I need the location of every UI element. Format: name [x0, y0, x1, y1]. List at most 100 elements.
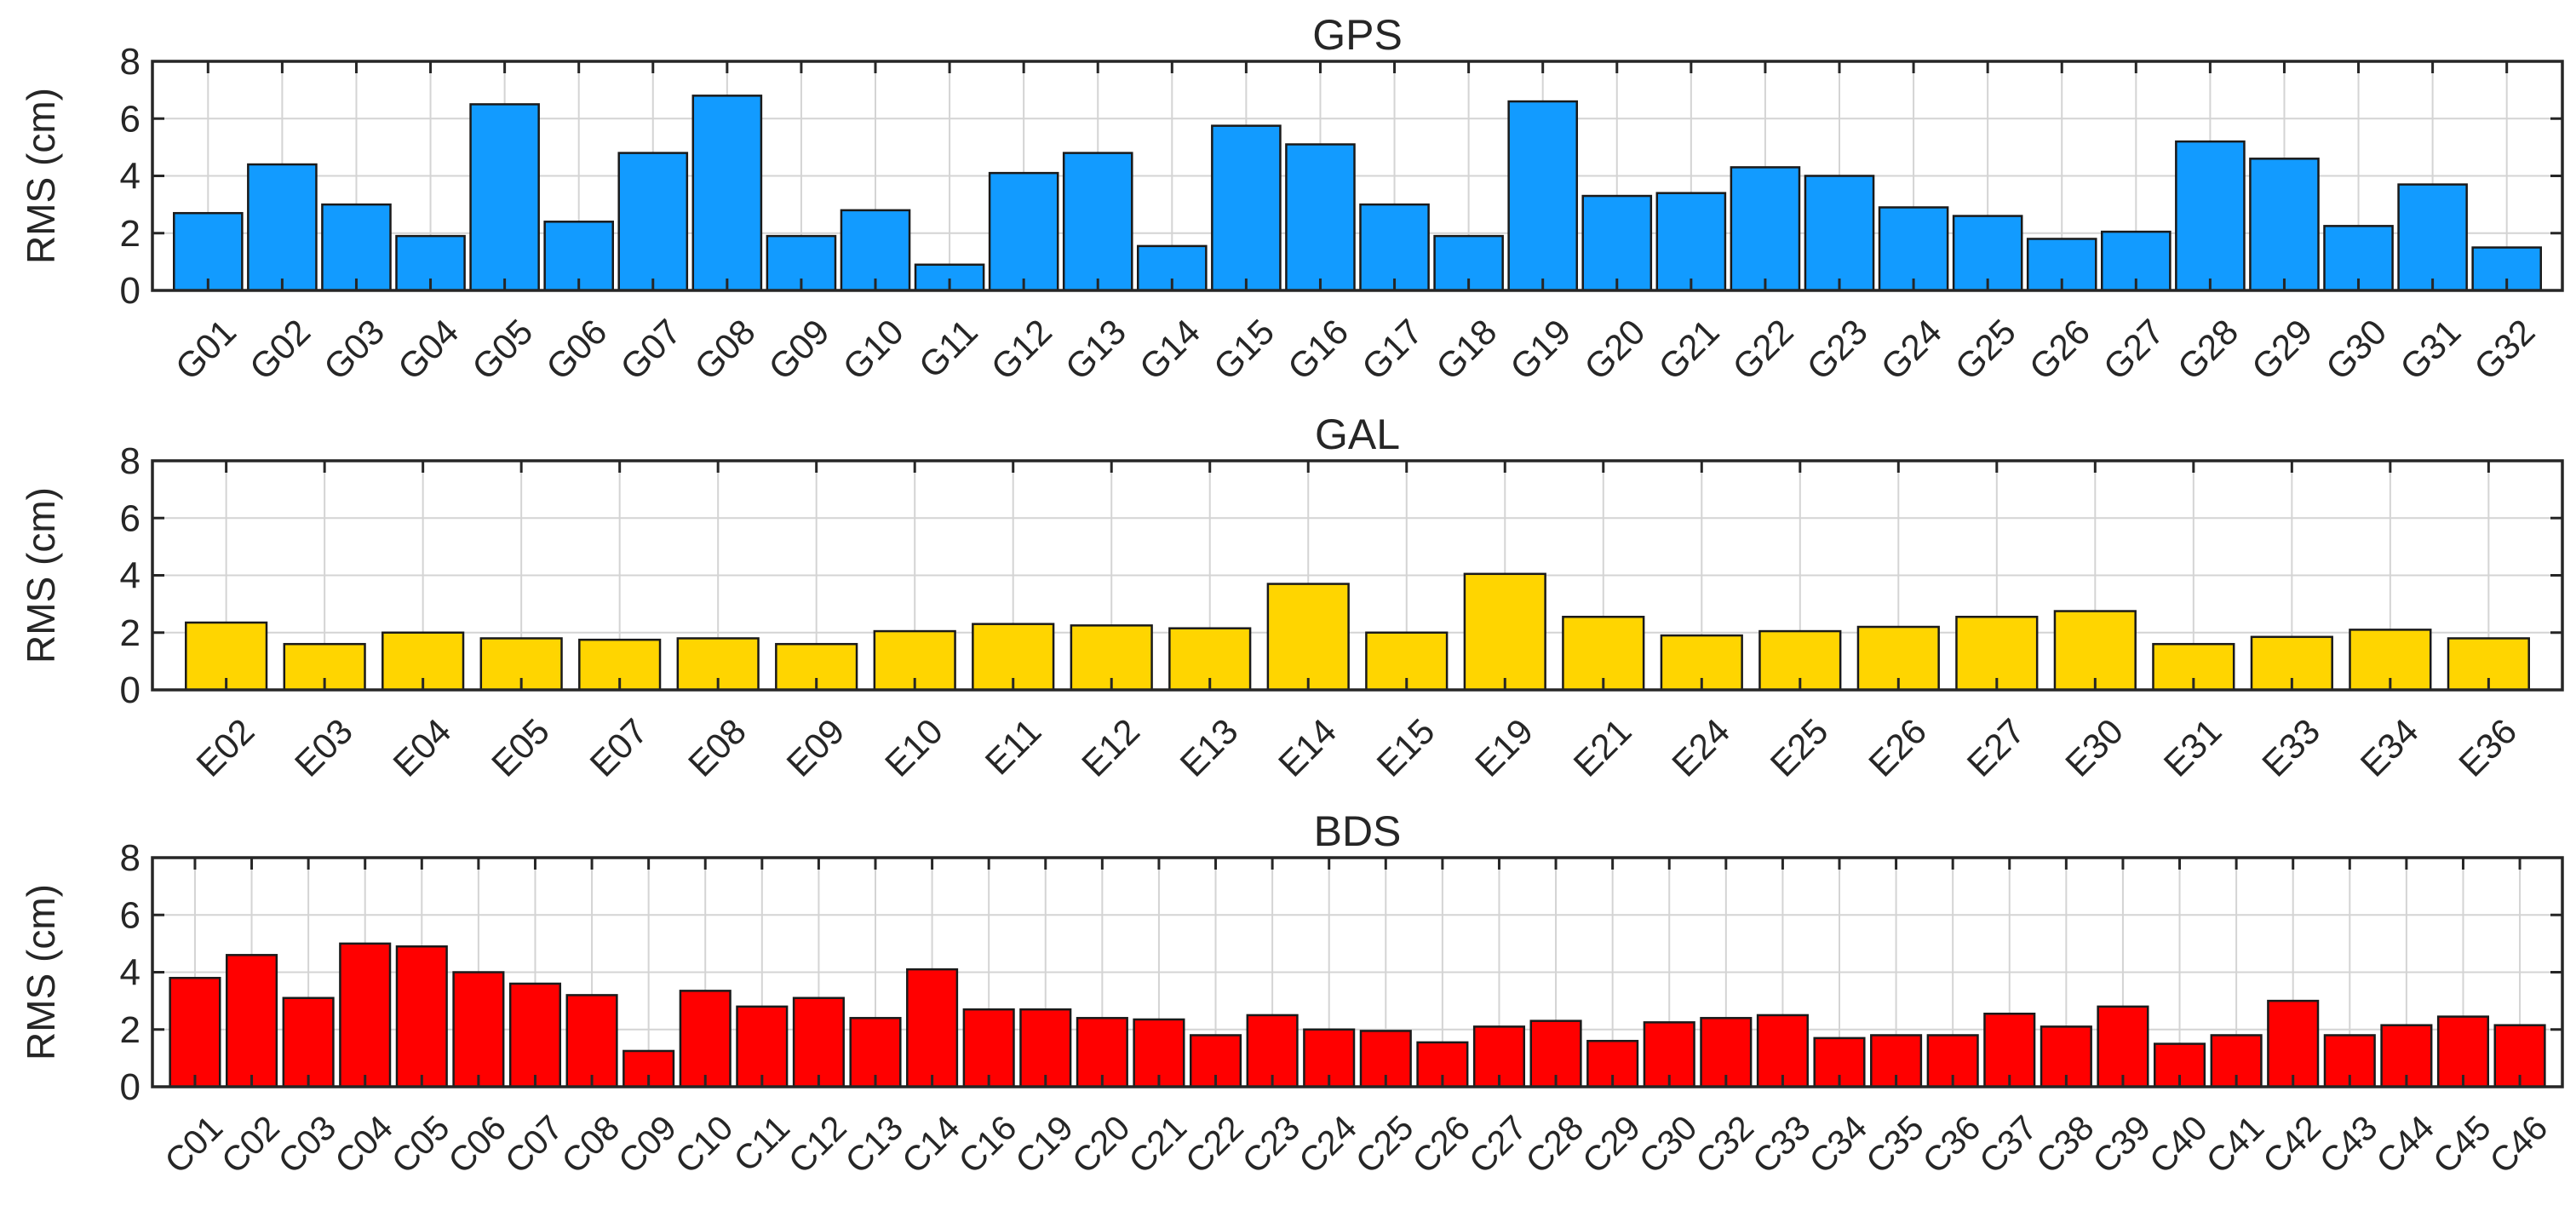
bar-g24: [1878, 206, 1949, 292]
x-tick-label-c40: C40: [2142, 1108, 2215, 1181]
bar-g17: [1359, 203, 1430, 292]
x-tick-label-e09: E09: [778, 711, 852, 784]
x-tick-label-e25: E25: [1763, 711, 1836, 784]
x-tick-label-e14: E14: [1271, 711, 1344, 784]
x-tick-label-e34: E34: [2353, 711, 2426, 784]
bar-g19: [1507, 100, 1578, 292]
y-tick-label: 0: [120, 1066, 141, 1108]
bar-g01: [173, 211, 244, 292]
x-tick-label-g03: G03: [316, 312, 392, 388]
x-tick-label-g32: G32: [2466, 312, 2542, 388]
x-tick-label-c41: C41: [2199, 1108, 2272, 1181]
x-tick-label-g30: G30: [2318, 312, 2394, 388]
x-tick-label-g15: G15: [1206, 312, 1282, 388]
x-tick-label-g23: G23: [1799, 312, 1874, 388]
x-tick-label-c07: C07: [497, 1108, 571, 1181]
bar-g08: [691, 95, 763, 292]
x-tick-label-c27: C27: [1461, 1108, 1535, 1181]
x-tick-label-c22: C22: [1178, 1108, 1251, 1181]
bar-c12: [792, 996, 845, 1088]
bar-g21: [1655, 192, 1727, 292]
x-tick-label-g08: G08: [686, 312, 762, 388]
y-tick-label: 4: [120, 555, 141, 597]
x-tick-label-c03: C03: [271, 1108, 344, 1181]
bar-e21: [1562, 616, 1645, 692]
x-tick-label-g17: G17: [1354, 312, 1430, 388]
x-tick-label-c20: C20: [1064, 1108, 1138, 1181]
bar-c14: [906, 968, 959, 1088]
y-tick-label: 2: [120, 213, 141, 255]
bar-c05: [395, 945, 448, 1088]
bar-e30: [2053, 610, 2137, 692]
x-tick-label-c30: C30: [1632, 1108, 1705, 1181]
bar-c03: [282, 996, 335, 1088]
x-tick-label-c34: C34: [1802, 1108, 1875, 1181]
x-tick-label-c38: C38: [2028, 1108, 2102, 1181]
x-tick-label-e08: E08: [680, 711, 754, 784]
bar-g15: [1211, 124, 1282, 292]
bar-e14: [1266, 583, 1350, 692]
x-tick-label-c14: C14: [894, 1108, 967, 1181]
x-tick-label-c28: C28: [1518, 1108, 1592, 1181]
x-tick-label-g19: G19: [1502, 312, 1578, 388]
bar-g22: [1730, 166, 1801, 292]
x-tick-label-g02: G02: [242, 312, 318, 388]
bar-c23: [1246, 1014, 1299, 1088]
x-tick-label-c33: C33: [1745, 1108, 1818, 1181]
x-tick-label-e02: E02: [188, 711, 261, 784]
x-tick-label-c01: C01: [158, 1108, 231, 1181]
x-tick-label-e13: E13: [1173, 711, 1246, 784]
y-axis-label: RMS (cm): [19, 487, 63, 663]
x-tick-label-g05: G05: [464, 312, 540, 388]
x-tick-label-c13: C13: [838, 1108, 911, 1181]
bar-c33: [1756, 1014, 1809, 1088]
x-tick-label-c08: C08: [554, 1108, 628, 1181]
bar-c01: [169, 976, 221, 1088]
x-tick-label-c04: C04: [327, 1108, 400, 1181]
x-tick-label-e31: E31: [2156, 711, 2229, 784]
bar-c16: [962, 1008, 1015, 1088]
bar-g03: [321, 203, 392, 292]
x-tick-label-c21: C21: [1122, 1108, 1195, 1181]
bar-g16: [1285, 143, 1356, 292]
panel-gal: 0 2 4 6 8 E02 E03 E04 E05 E07 E08 E09 E10 E11 E12 E13 E1…: [19, 411, 2564, 784]
bar-g23: [1804, 175, 1875, 292]
x-tick-label-e21: E21: [1566, 711, 1639, 784]
x-tick-label-e03: E03: [287, 711, 360, 784]
bar-g10: [840, 209, 911, 292]
bar-e10: [873, 629, 956, 692]
x-tick-label-c29: C29: [1575, 1108, 1648, 1181]
x-tick-label-g26: G26: [2022, 312, 2097, 388]
x-tick-label-e36: E36: [2451, 711, 2524, 784]
bar-c39: [2097, 1005, 2149, 1088]
x-tick-label-g14: G14: [1132, 312, 1208, 388]
y-tick-label: 2: [120, 612, 141, 654]
y-axis-label: RMS (cm): [19, 88, 63, 264]
x-tick-label-g27: G27: [2096, 312, 2172, 388]
bar-g28: [2175, 140, 2246, 292]
x-tick-label-c36: C36: [1915, 1108, 1988, 1181]
x-tick-label-c42: C42: [2255, 1108, 2328, 1181]
x-tick-label-g13: G13: [1058, 312, 1133, 388]
bar-c07: [508, 982, 562, 1088]
x-tick-label-e30: E30: [2057, 711, 2131, 784]
x-tick-label-g20: G20: [1576, 312, 1652, 388]
y-tick-label: 8: [120, 41, 141, 83]
x-tick-label-e19: E19: [1467, 711, 1540, 784]
y-tick-label: 6: [120, 894, 141, 936]
y-tick-label: 0: [120, 669, 141, 711]
x-tick-label-e12: E12: [1074, 711, 1147, 784]
bar-g31: [2397, 183, 2468, 292]
x-tick-label-g29: G29: [2244, 312, 2320, 388]
x-tick-label-c06: C06: [440, 1108, 513, 1181]
y-tick-label: 0: [120, 270, 141, 312]
bar-c11: [736, 1005, 789, 1088]
y-tick-label: 8: [120, 837, 141, 879]
x-tick-label-g01: G01: [168, 312, 244, 388]
y-axis-label: RMS (cm): [19, 884, 63, 1060]
bar-g02: [247, 163, 318, 292]
y-tick-label: 4: [120, 952, 141, 994]
bar-c02: [225, 954, 278, 1088]
chart-title: GAL: [1315, 411, 1400, 458]
x-tick-label-c02: C02: [214, 1108, 287, 1181]
